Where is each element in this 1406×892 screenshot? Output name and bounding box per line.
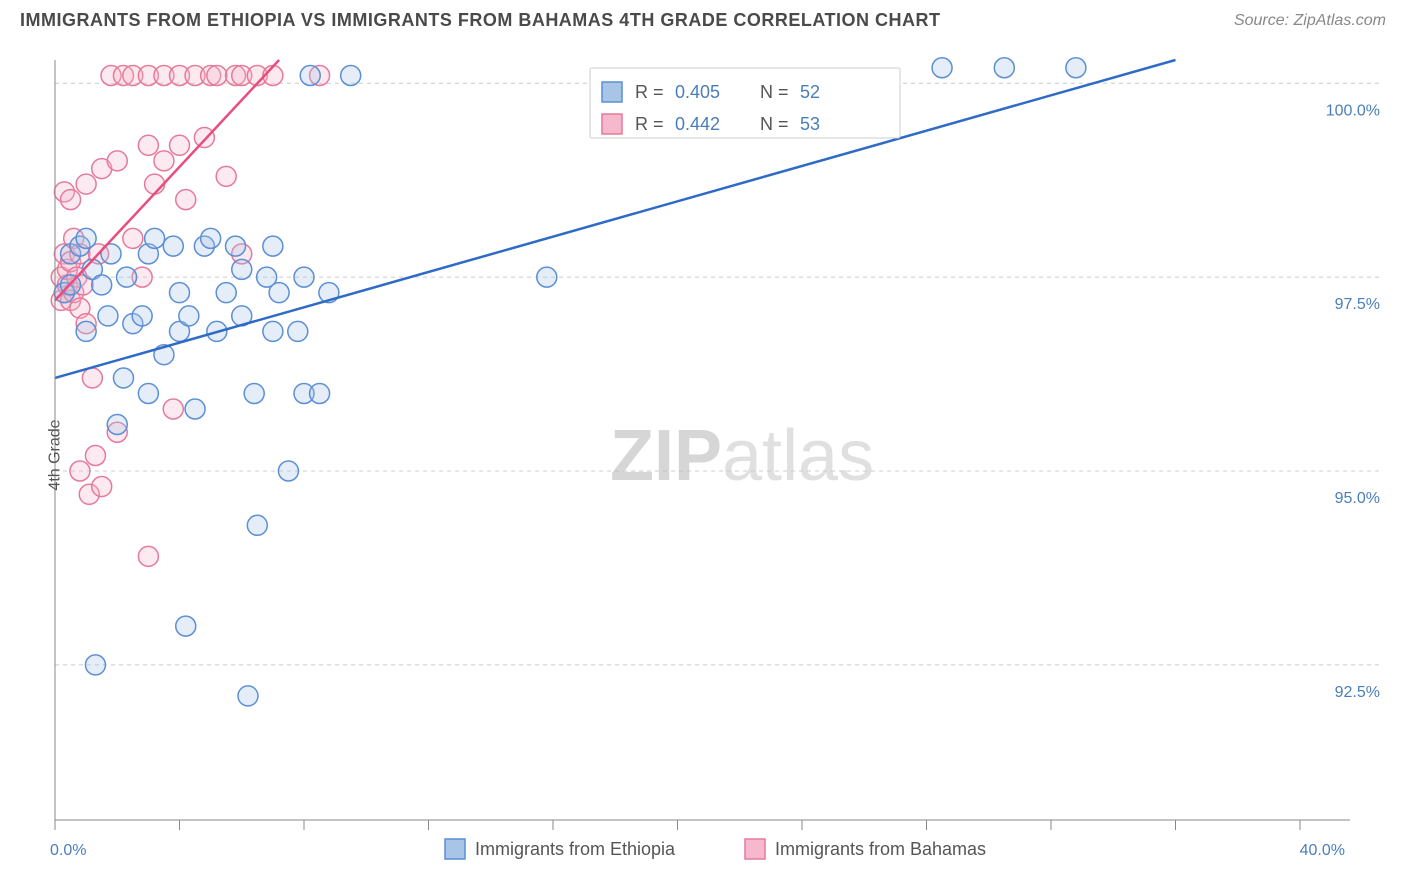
scatter-point xyxy=(932,58,952,78)
scatter-point xyxy=(76,174,96,194)
svg-text:ZIPatlas: ZIPatlas xyxy=(610,416,874,496)
legend-swatch xyxy=(745,839,765,859)
scatter-point xyxy=(117,267,137,287)
scatter-point xyxy=(226,236,246,256)
chart-title: IMMIGRANTS FROM ETHIOPIA VS IMMIGRANTS F… xyxy=(20,10,940,31)
svg-text:95.0%: 95.0% xyxy=(1335,490,1380,507)
scatter-point xyxy=(163,236,183,256)
scatter-point xyxy=(82,368,102,388)
scatter-point xyxy=(98,306,118,326)
scatter-point xyxy=(179,306,199,326)
legend-r-label: R = xyxy=(635,114,664,134)
scatter-point xyxy=(76,321,96,341)
scatter-chart: 92.5% 95.0% 97.5% 100.0% ZIPatlas 0.0% 40.0% R … xyxy=(50,50,1390,860)
scatter-point xyxy=(145,174,165,194)
scatter-point xyxy=(207,66,227,86)
scatter-point xyxy=(85,655,105,675)
scatter-point xyxy=(341,66,361,86)
legend-series-label: Immigrants from Ethiopia xyxy=(475,839,676,859)
scatter-point xyxy=(76,228,96,248)
legend-swatch xyxy=(445,839,465,859)
legend-swatch xyxy=(602,82,622,102)
scatter-point xyxy=(176,190,196,210)
scatter-point xyxy=(288,321,308,341)
scatter-point xyxy=(170,135,190,155)
scatter-point xyxy=(113,368,133,388)
legend-n-value: 52 xyxy=(800,82,820,102)
scatter-point xyxy=(263,321,283,341)
scatter-point xyxy=(61,190,81,210)
scatter-point xyxy=(216,283,236,303)
scatter-point xyxy=(232,259,252,279)
scatter-point xyxy=(244,383,264,403)
scatter-point xyxy=(1066,58,1086,78)
legend-n-value: 53 xyxy=(800,114,820,134)
scatter-point xyxy=(107,414,127,434)
svg-text:100.0%: 100.0% xyxy=(1326,102,1380,119)
scatter-point xyxy=(278,461,298,481)
scatter-point xyxy=(216,166,236,186)
chart-container: 4th Grade 92.5% 95.0% 97.5% 100.0% ZIPatlas 0… xyxy=(50,50,1390,860)
svg-text:40.0%: 40.0% xyxy=(1300,842,1345,859)
scatter-point xyxy=(269,283,289,303)
source-attribution: Source: ZipAtlas.com xyxy=(1234,12,1386,30)
scatter-point xyxy=(176,616,196,636)
svg-text:92.5%: 92.5% xyxy=(1335,684,1380,701)
scatter-point xyxy=(92,477,112,497)
scatter-point xyxy=(994,58,1014,78)
scatter-point xyxy=(263,236,283,256)
scatter-point xyxy=(85,446,105,466)
scatter-point xyxy=(294,267,314,287)
legend-n-label: N = xyxy=(760,114,789,134)
scatter-point xyxy=(247,515,267,535)
scatter-point xyxy=(70,461,90,481)
scatter-point xyxy=(201,228,221,248)
scatter-point xyxy=(92,275,112,295)
scatter-point xyxy=(300,66,320,86)
scatter-point xyxy=(138,383,158,403)
scatter-point xyxy=(123,228,143,248)
legend-r-label: R = xyxy=(635,82,664,102)
scatter-point xyxy=(163,399,183,419)
svg-text:0.0%: 0.0% xyxy=(50,842,86,859)
legend-series-label: Immigrants from Bahamas xyxy=(775,839,986,859)
scatter-point xyxy=(107,151,127,171)
legend-n-label: N = xyxy=(760,82,789,102)
scatter-point xyxy=(138,546,158,566)
scatter-point xyxy=(154,151,174,171)
y-axis-label: 4th Grade xyxy=(47,419,65,490)
scatter-point xyxy=(185,399,205,419)
scatter-point xyxy=(537,267,557,287)
scatter-point xyxy=(310,383,330,403)
legend-r-value: 0.405 xyxy=(675,82,720,102)
scatter-point xyxy=(238,686,258,706)
svg-text:97.5%: 97.5% xyxy=(1335,296,1380,313)
scatter-point xyxy=(194,128,214,148)
scatter-point xyxy=(145,228,165,248)
scatter-point xyxy=(170,283,190,303)
legend-swatch xyxy=(602,114,622,134)
scatter-point xyxy=(132,306,152,326)
scatter-point xyxy=(138,135,158,155)
legend-r-value: 0.442 xyxy=(675,114,720,134)
